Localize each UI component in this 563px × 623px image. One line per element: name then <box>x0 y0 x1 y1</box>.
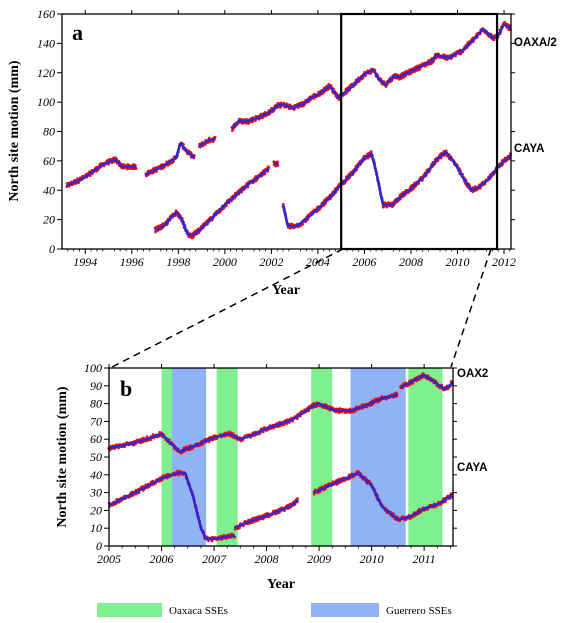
x-tick-label: 2008 <box>399 255 423 269</box>
x-tick-label: 1994 <box>73 255 97 269</box>
y-tick-label: 60 <box>90 432 102 446</box>
x-tick-label: 2006 <box>150 552 174 566</box>
panel-b-series-bottom-label: CAYA <box>457 462 487 474</box>
y-tick-label: 40 <box>90 468 102 482</box>
oaxaca-sse-band <box>216 368 238 546</box>
zoom-connector-right <box>450 248 492 368</box>
data-point <box>492 38 496 42</box>
panel-a-series-bottom-label: CAYA <box>514 143 544 155</box>
legend-swatch-oaxaca <box>97 603 162 617</box>
y-tick-label: 40 <box>43 183 55 197</box>
panel-b: 2005 2006 2007 2008 2009 2010 2011 0 10 20 30 40 50 6… <box>55 361 488 592</box>
y-tick-label: 100 <box>84 361 102 375</box>
y-tick-label: 0 <box>96 539 102 553</box>
x-tick-label: 2009 <box>307 552 331 566</box>
y-tick-label: 90 <box>90 379 102 393</box>
panel-b-series-top-label: OAX2 <box>457 368 488 380</box>
zoom-box <box>340 12 499 251</box>
y-tick-label: 80 <box>43 125 55 139</box>
series-line-caya <box>154 211 193 238</box>
series-line-caya <box>108 471 236 541</box>
data-point <box>282 101 286 105</box>
x-tick-label: 2010 <box>360 552 384 566</box>
x-tick-label: 1996 <box>120 255 144 269</box>
panel-a: 1994199619982000200220042006200820102012… <box>7 7 557 298</box>
legend-swatch-guerrero <box>311 603 379 617</box>
zoom-connector-left <box>111 248 344 368</box>
y-tick-label: 50 <box>90 450 102 464</box>
y-tick-label: 10 <box>90 521 102 535</box>
data-point <box>337 411 341 415</box>
x-tick-label: 2000 <box>213 255 237 269</box>
y-tick-label: 70 <box>90 414 102 428</box>
x-tick-label: 1998 <box>166 255 190 269</box>
series-line-caya <box>281 150 512 229</box>
panel-b-xlabel: Year <box>267 577 295 592</box>
series-line-caya <box>313 471 454 521</box>
y-tick-label: 120 <box>37 66 55 80</box>
legend-label-guerrero: Guerrero SSEs <box>386 605 452 617</box>
x-tick-label: 2011 <box>413 552 436 566</box>
x-tick-label: 2010 <box>445 255 469 269</box>
y-tick-label: 60 <box>43 154 55 168</box>
guerrero-sse-band <box>172 368 207 546</box>
data-point <box>126 167 129 171</box>
panel-b-letter: b <box>120 376 132 401</box>
x-tick-label: 2002 <box>259 255 283 269</box>
panel-b-ylabel: North site motion (mm) <box>55 386 70 527</box>
x-tick-label: 2012 <box>492 255 516 269</box>
oaxaca-sse-band <box>311 368 333 546</box>
y-tick-label: 30 <box>89 486 102 500</box>
y-tick-label: 0 <box>49 242 55 256</box>
series-line-caya <box>234 498 300 530</box>
x-tick-label: 2008 <box>255 552 279 566</box>
series-line-oaxa-2 <box>66 158 137 187</box>
oaxaca-sse-band <box>161 368 173 546</box>
y-tick-label: 20 <box>43 213 55 227</box>
data-point <box>279 105 282 109</box>
data-point <box>296 497 299 500</box>
panel-a-letter: a <box>72 20 83 45</box>
legend: Oaxaca SSEs Guerrero SSEs <box>97 603 452 617</box>
y-tick-label: 20 <box>90 503 102 517</box>
panel-a-ylabel: North site motion (mm) <box>7 60 22 201</box>
series-line-oaxa-2 <box>145 142 196 176</box>
y-tick-label: 80 <box>90 397 102 411</box>
panel-a-series-top-label: OAXA/2 <box>514 37 557 49</box>
series-line-caya <box>191 167 270 237</box>
x-tick-label: 2006 <box>352 255 376 269</box>
y-tick-label: 140 <box>37 36 55 50</box>
series-line-oax2 <box>108 393 399 453</box>
series-line-oaxa-2 <box>198 137 216 148</box>
data-point <box>312 492 316 496</box>
x-tick-label: 2005 <box>97 552 121 566</box>
series-line-oaxa-2 <box>230 23 512 130</box>
oaxaca-sse-band <box>408 368 443 546</box>
panel-a-xlabel: Year <box>272 283 300 298</box>
y-tick-label: 160 <box>37 7 55 21</box>
y-tick-label: 100 <box>37 95 55 109</box>
x-tick-label: 2007 <box>202 552 227 566</box>
series-line-oax2 <box>399 373 454 391</box>
legend-label-oaxaca: Oaxaca SSEs <box>169 605 228 617</box>
